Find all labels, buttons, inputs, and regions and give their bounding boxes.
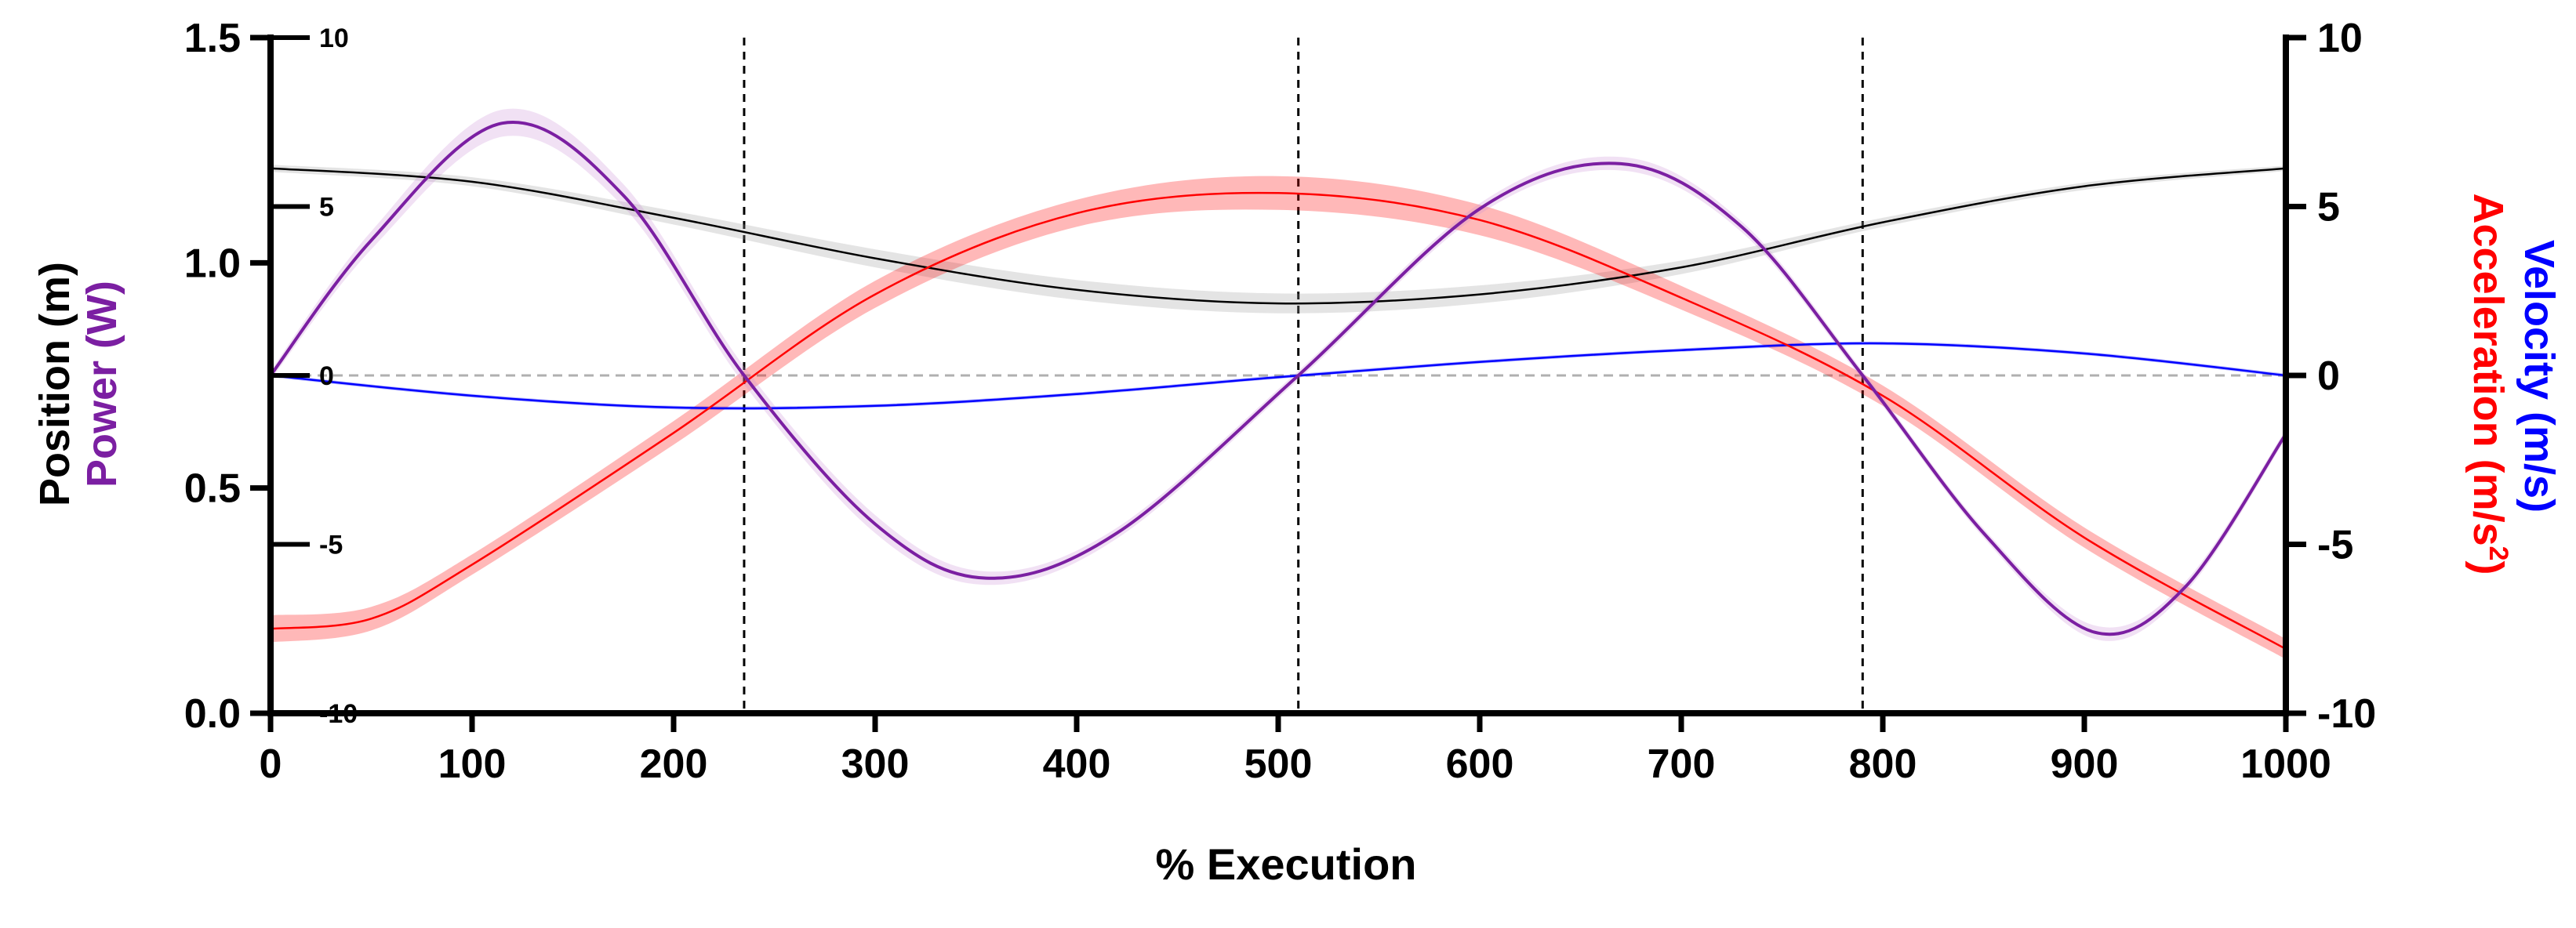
x-tick-label-3: 300 xyxy=(841,741,910,787)
confidence-bands xyxy=(271,108,2286,659)
inner-tick-label-2: 0 xyxy=(319,361,334,391)
right-axis-title-acceleration-sup: 2 xyxy=(2483,546,2513,561)
series-line-0 xyxy=(270,167,2287,305)
svg-text:Power (W): Power (W) xyxy=(78,281,125,488)
inner-tick-label-3: 5 xyxy=(319,193,334,223)
inner-tick-label-0: -10 xyxy=(319,699,358,729)
right-axis-title-velocity-group: Velocity (m/s) xyxy=(2516,240,2563,513)
left-tick-label-1: 0.5 xyxy=(184,466,241,512)
axes: 0 100 200 300 400 500 600 700 800 900 10000.00.51.… xyxy=(184,16,2376,787)
inner-tick-label-1: -5 xyxy=(319,531,343,560)
x-tick-label-0: 0 xyxy=(260,741,282,787)
x-tick-label-2: 200 xyxy=(640,741,708,787)
right-tick-label-0: -10 xyxy=(2317,691,2376,737)
right-tick-label-1: -5 xyxy=(2317,523,2353,568)
x-tick-label-4: 400 xyxy=(1043,741,1111,787)
svg-text:Acceleration (m/s2): Acceleration (m/s2) xyxy=(2465,193,2513,575)
left-axis-title-power: Power (W) xyxy=(78,281,125,488)
left-tick-label-0: 0.0 xyxy=(184,691,241,737)
left-axis-title-2: Power (W) xyxy=(78,281,125,488)
left-tick-label-3: 1.5 xyxy=(184,16,241,61)
series-band-0 xyxy=(271,165,2286,314)
right-tick-label-4: 10 xyxy=(2317,16,2363,61)
left-axis-title-position: Position (m) xyxy=(31,262,78,506)
series-band-1 xyxy=(271,341,2286,411)
inner-tick-label-4: 10 xyxy=(319,24,349,53)
series-line-2 xyxy=(270,191,2287,651)
svg-text:Velocity (m/s): Velocity (m/s) xyxy=(2516,240,2563,513)
right-tick-label-3: 5 xyxy=(2317,185,2340,230)
left-tick-label-2: 1.0 xyxy=(184,241,241,286)
right-axis-title-velocity: Velocity (m/s) xyxy=(2516,240,2563,513)
series-band-2 xyxy=(271,176,2286,659)
right-axis-title-acceleration-group: Acceleration (m/s2) xyxy=(2465,193,2513,575)
x-tick-label-1: 100 xyxy=(438,741,507,787)
x-tick-label-9: 900 xyxy=(2051,741,2119,787)
reference-lines xyxy=(271,38,2286,713)
x-tick-label-5: 500 xyxy=(1244,741,1313,787)
x-tick-label-6: 600 xyxy=(1446,741,1514,787)
x-tick-label-8: 800 xyxy=(1849,741,1917,787)
svg-text:Position (m): Position (m) xyxy=(31,262,78,506)
x-axis-title: % Execution xyxy=(1156,839,1417,889)
right-axis-title-acceleration-end: ) xyxy=(2465,561,2512,575)
right-axis-title-acceleration: Acceleration (m/s xyxy=(2465,193,2512,546)
series-lines xyxy=(269,121,2287,651)
x-tick-label-7: 700 xyxy=(1648,741,1716,787)
series-line-3 xyxy=(269,121,2287,636)
series-line-1 xyxy=(270,342,2287,410)
left-axis-title: Position (m) xyxy=(31,262,78,506)
right-tick-label-2: 0 xyxy=(2317,353,2340,399)
x-tick-label-10: 1000 xyxy=(2240,741,2331,787)
